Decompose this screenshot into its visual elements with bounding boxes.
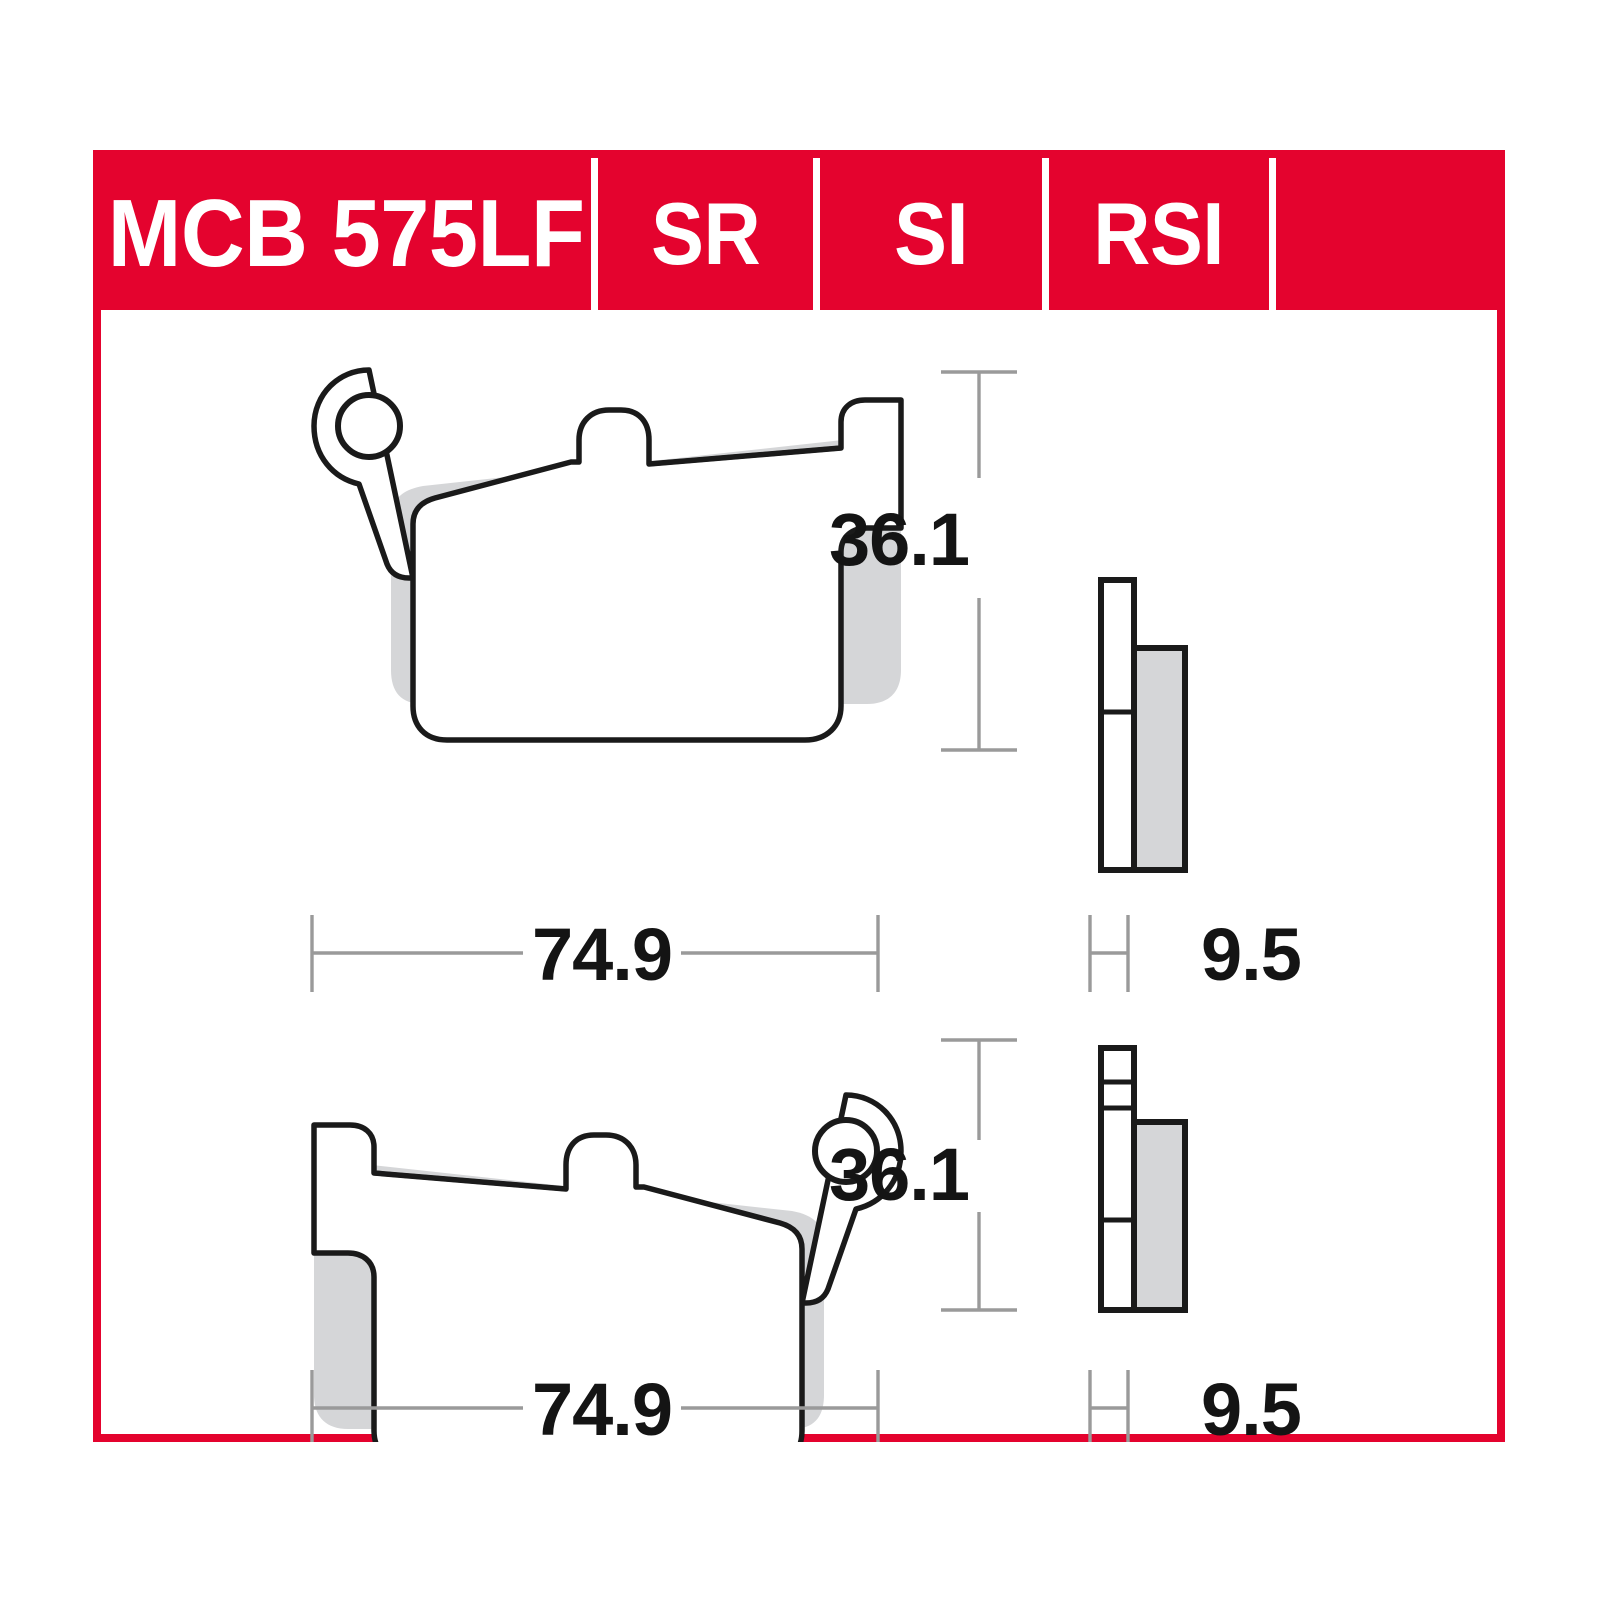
pad-upper-thickness-dimension: 9.5 [1088, 913, 1302, 996]
pad-upper-outline [311, 367, 904, 743]
pad-upper-thickness-label: 9.5 [1201, 913, 1301, 996]
pad-lower-height-dimension: 36.1 [829, 1038, 1017, 1312]
pad-lower-side-view [1098, 1045, 1188, 1313]
pad-lower-height-label: 36.1 [829, 1133, 969, 1216]
header-cell-variant-rsi[interactable]: RSI [1042, 158, 1269, 310]
header-cell-part-code[interactable]: MCB 575LF [101, 158, 591, 310]
pad-upper-height-label: 36.1 [829, 498, 969, 581]
header-cell-variant-si[interactable]: SI [813, 158, 1042, 310]
pad-lower-eyelet-hole [812, 1117, 880, 1185]
pad-lower-thickness-label: 9.5 [1201, 1368, 1301, 1442]
pad-upper-eyelet-hole [335, 392, 403, 460]
pad-upper-top-flange [646, 445, 844, 467]
pad-upper-width-label: 74.9 [532, 913, 672, 996]
pad-upper-side-backing-plate [1098, 577, 1137, 873]
pad-lower-width-dimension: 74.9 [310, 1368, 880, 1442]
pad-upper-face-view [311, 367, 904, 743]
brake-pad-drawing-svg: 36.1 74.9 [310, 367, 1302, 1442]
part-code-label: MCB 575LF [107, 180, 585, 287]
variant-label-si: SI [894, 184, 968, 283]
variant-label-rsi: RSI [1093, 184, 1225, 283]
product-frame: MCB 575LF SR SI RSI [93, 150, 1505, 1442]
header-cell-blank [1269, 158, 1497, 310]
pad-upper-side-friction-block [1130, 645, 1188, 873]
pad-lower-side-friction-block [1130, 1119, 1188, 1313]
pad-upper-height-dimension: 36.1 [829, 370, 1017, 752]
pad-lower-width-label: 74.9 [532, 1368, 672, 1442]
header-cell-variant-sr[interactable]: SR [591, 158, 813, 310]
pad-upper-side-view [1098, 577, 1188, 873]
pad-lower-top-flange [371, 1170, 569, 1192]
pad-lower-face-view [311, 1092, 904, 1442]
pad-lower-thickness-dimension: 9.5 [1088, 1368, 1302, 1442]
variant-label-sr: SR [650, 184, 761, 283]
pad-lower-side-backing-plate [1098, 1045, 1137, 1313]
header-band: MCB 575LF SR SI RSI [101, 158, 1497, 310]
pad-upper-width-dimension: 74.9 [310, 913, 880, 996]
technical-drawing-area: 36.1 74.9 [101, 310, 1497, 1442]
